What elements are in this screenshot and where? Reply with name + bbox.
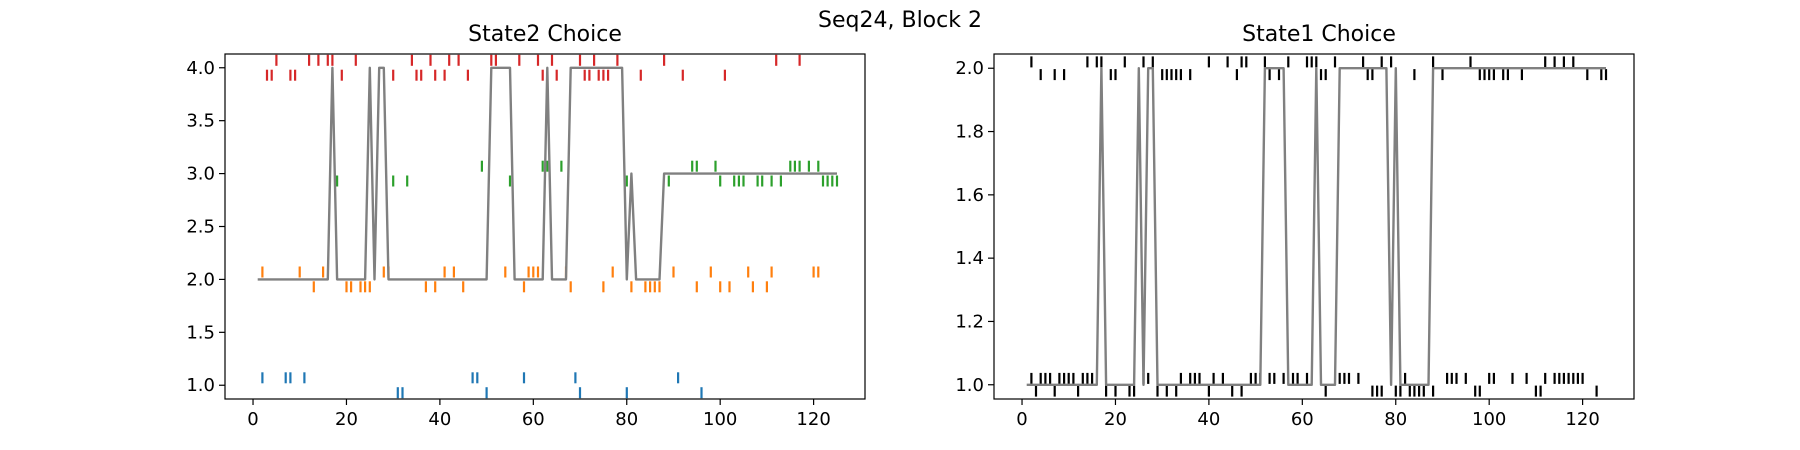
x-tick-label: 0: [247, 409, 258, 430]
y-tick-label: 4.0: [186, 58, 215, 79]
choice-line: [257, 66, 837, 281]
y-tick-label: 1.5: [186, 322, 215, 343]
x-tick-label: 120: [796, 409, 830, 430]
choice-line: [1026, 66, 1606, 386]
y-tick-label: 1.2: [955, 311, 984, 332]
figure-suptitle: Seq24, Block 2: [818, 8, 982, 33]
x-tick-label: 20: [335, 409, 358, 430]
y-tick-label: 2.0: [955, 58, 984, 79]
state1-choice-chart: State1 Choice 0 20 40 60 80 100 120 1.0 1.2 1.4 1.…: [955, 22, 1635, 430]
x-tick-label: 120: [1565, 409, 1599, 430]
state2-choice-title: State2 Choice: [468, 22, 622, 47]
state1-choice-title: State1 Choice: [1242, 22, 1396, 47]
x-tick-label: 100: [703, 409, 737, 430]
x-tick-label: 0: [1016, 409, 1027, 430]
x-tick-label: 60: [1291, 409, 1314, 430]
x-tick-label: 40: [428, 409, 451, 430]
x-tick-label: 20: [1104, 409, 1127, 430]
y-tick-label: 1.8: [955, 122, 984, 143]
y-tick-label: 2.0: [186, 269, 215, 290]
y-tick-label: 1.6: [955, 185, 984, 206]
x-tick-label: 60: [522, 409, 545, 430]
x-tick-label: 100: [1472, 409, 1506, 430]
x-tick-label: 80: [1384, 409, 1407, 430]
state2-choice-chart: State2 Choice 0 20 40 60 80 100 120 1.0 1.5 2.0 2.…: [186, 22, 866, 430]
y-tick-label: 3.5: [186, 111, 215, 132]
axes-frame: [993, 53, 1635, 400]
y-tick-label: 1.0: [186, 375, 215, 396]
y-tick-label: 2.5: [186, 217, 215, 238]
x-tick-label: 40: [1197, 409, 1220, 430]
y-tick-label: 3.0: [186, 164, 215, 185]
y-tick-label: 1.0: [955, 375, 984, 396]
y-tick-label: 1.4: [955, 248, 984, 269]
x-tick-label: 80: [615, 409, 638, 430]
